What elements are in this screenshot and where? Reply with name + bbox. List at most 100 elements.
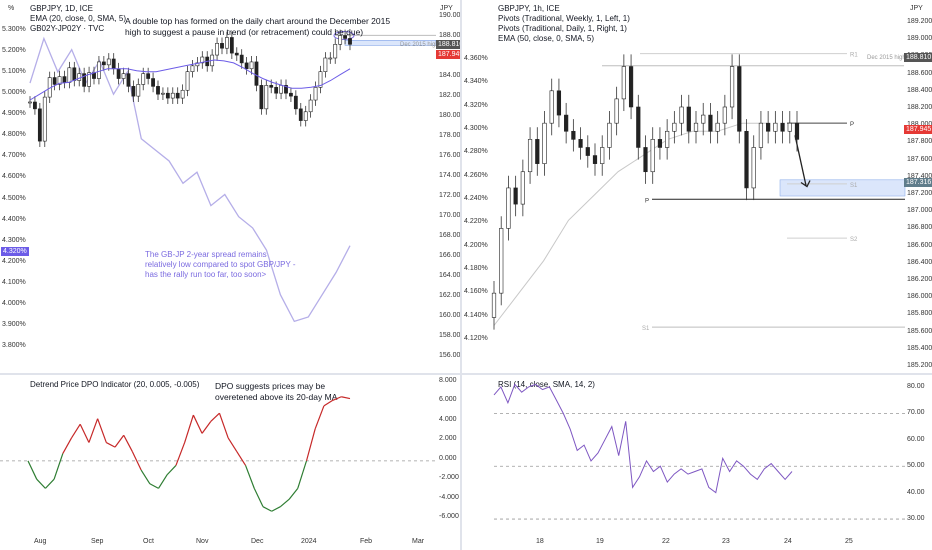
hourly-left-tick: 4.320% (464, 101, 488, 109)
dpo-axis-tick: 2.000 (439, 435, 457, 443)
candle-body (657, 139, 663, 148)
candle-body (571, 130, 576, 140)
hourly-left-tick: 4.360% (464, 55, 488, 62)
legend-spread[interactable]: GB02Y-JP02Y · TVC (30, 24, 105, 33)
daily-candle (52, 71, 57, 91)
daily-x-tick: Dec (251, 538, 264, 545)
hourly-right-tick: 186.400 (907, 258, 932, 266)
dpo-segment (305, 428, 316, 462)
candle-body (744, 130, 749, 189)
daily-candle (195, 57, 200, 72)
candle-body (564, 114, 569, 132)
legend-ema[interactable]: EMA (20, close, 0, SMA, 5) (30, 14, 127, 23)
candle-body (643, 147, 648, 173)
candle-body (106, 58, 111, 66)
hourly-candle (527, 127, 533, 184)
candle-body (264, 85, 269, 110)
candle-body (323, 57, 328, 72)
right-axis-tick: 156.000 (439, 352, 460, 359)
spread-annotation: The GB-JP 2-year spread remains relative… (145, 250, 296, 279)
candle-body (506, 187, 511, 229)
left-axis-tick: 4.200% (2, 257, 26, 265)
hourly-right-tick: 188.400 (907, 86, 932, 94)
hourly-ema-line (493, 122, 767, 326)
left-axis-tick: 4.900% (2, 110, 26, 118)
daily-candle (42, 91, 47, 147)
hourly-price-plot[interactable]: R1 P S1 S2 P S1 (462, 0, 932, 373)
rsi-legend[interactable]: RSI (14, close, SMA, 14, 2) (498, 380, 595, 389)
dpo-segment (210, 412, 220, 422)
hourly-legend-daily-pivots[interactable]: Pivots (Traditional, Daily, 1, Right, 1) (498, 24, 627, 33)
right-pane-divider[interactable] (462, 373, 932, 375)
candle-body (141, 73, 146, 85)
hourly-legend-weekly-pivots[interactable]: Pivots (Traditional, Weekly, 1, Left, 1) (498, 14, 630, 23)
daily-candle (303, 105, 308, 127)
hourly-candle (621, 54, 626, 112)
candle-body (679, 106, 684, 124)
dpo-segment (236, 451, 247, 466)
hourly-x-tick: 23 (722, 538, 730, 545)
left-pane-divider[interactable] (0, 373, 460, 375)
candle-body (62, 76, 67, 83)
left-axis-tick: 4.000% (2, 299, 26, 307)
left-axis-tick: 4.500% (2, 194, 26, 202)
daily-candle (106, 53, 111, 71)
rsi-axis-tick: 50.00 (907, 462, 925, 470)
candle-body (513, 187, 518, 205)
candle-body (170, 92, 175, 99)
daily-candle (220, 37, 224, 55)
candle-body (758, 122, 764, 148)
candle-body (338, 35, 343, 45)
dpo-segment (253, 488, 264, 507)
hourly-legend-ema[interactable]: EMA (50, close, 0, SMA, 5) (498, 34, 595, 43)
dpo-segment (297, 460, 308, 489)
daily-candle (328, 52, 333, 64)
dpo-segment (106, 442, 116, 448)
panel-divider[interactable] (460, 0, 462, 550)
daily-price-plot[interactable] (0, 0, 460, 373)
candle-body (535, 139, 540, 164)
daily-candle (82, 67, 87, 93)
hourly-x-tick: 22 (662, 538, 670, 545)
rsi-plot[interactable] (462, 375, 932, 533)
hourly-candle (506, 175, 511, 241)
dpo-legend[interactable]: Detrend Price DPO Indicator (20, 0.005, … (30, 380, 200, 389)
hourly-legend-symbol[interactable]: GBPJPY, 1h, ICE (498, 4, 560, 13)
double-top-marker (333, 31, 355, 41)
candle-body (794, 122, 800, 140)
daily-candle (92, 66, 96, 85)
dpo-segment (158, 474, 168, 489)
dpo-segment (332, 396, 342, 401)
candle-body (592, 155, 598, 164)
hourly-right-tick: 186.200 (907, 276, 932, 283)
right-axis-tick: 184.000 (439, 72, 460, 79)
candle-body (269, 85, 274, 88)
dpo-plot[interactable] (0, 375, 460, 533)
pivot-label: P (850, 122, 854, 128)
candle-body (308, 99, 313, 113)
dpo-segment (123, 434, 133, 452)
candle-body (614, 98, 619, 124)
candle-body (190, 65, 195, 72)
hourly-price-tag-target: 187.316 (904, 178, 932, 187)
candle-body (131, 86, 136, 97)
rsi-axis-tick: 80.00 (907, 382, 925, 390)
price-tag-high: 188.810 (436, 40, 460, 49)
candle-body (165, 92, 170, 99)
dpo-segment (184, 414, 194, 443)
hourly-right-axis: 189.200189.000188.800188.600188.400188.2… (905, 0, 932, 373)
legend-symbol[interactable]: GBPJPY, 1D, ICE (30, 4, 93, 13)
dpo-segment (341, 396, 351, 400)
daily-candle (279, 79, 283, 100)
candle-body (737, 66, 742, 132)
hourly-candle (744, 119, 749, 201)
hourly-price-tag-last: 187.945 (904, 125, 932, 134)
candle-body (585, 147, 590, 156)
right-axis-tick: 188.000 (439, 32, 460, 39)
daily-candle (72, 61, 77, 87)
right-axis-tick: 174.000 (439, 172, 460, 179)
hourly-right-tick: 185.800 (907, 310, 932, 318)
pivot-label: R1 (850, 53, 858, 59)
dpo-segment (114, 434, 125, 448)
hourly-left-tick: 4.260% (464, 171, 488, 179)
